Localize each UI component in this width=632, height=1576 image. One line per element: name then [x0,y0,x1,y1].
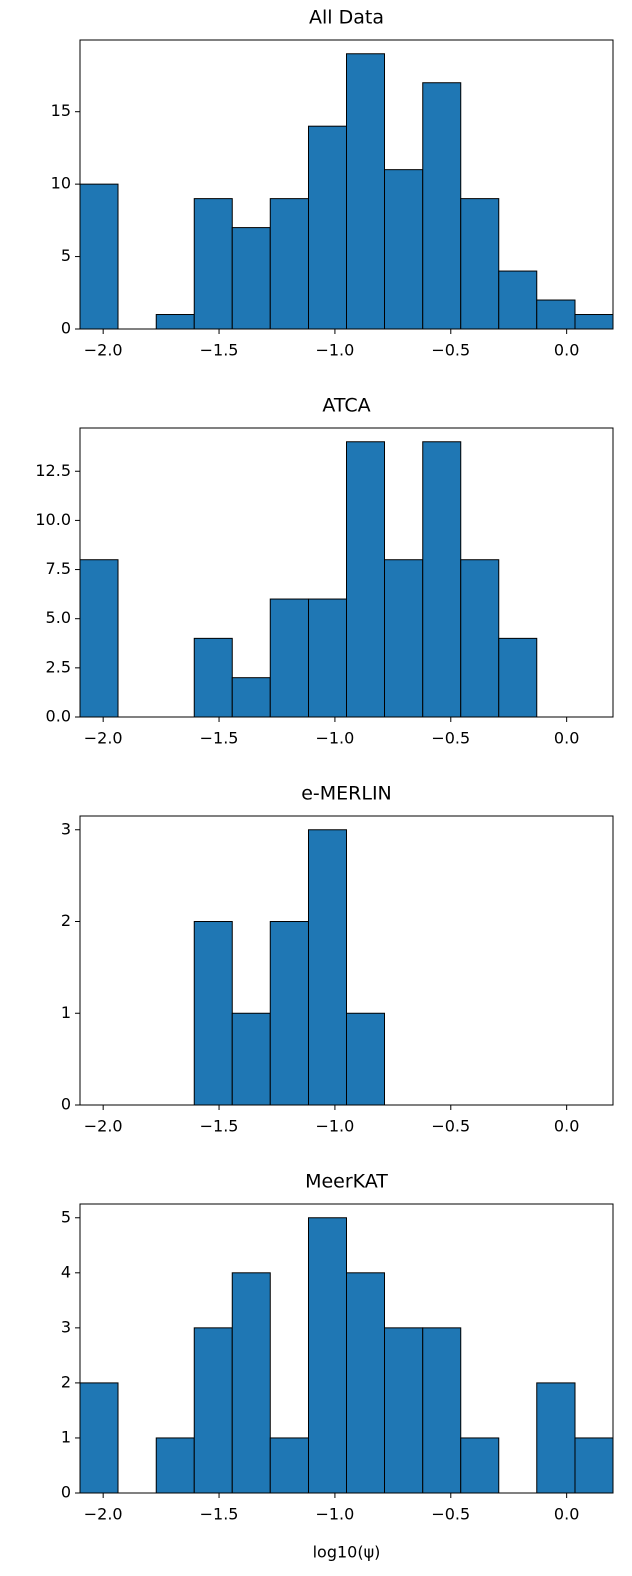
axes-frame [79,815,614,1106]
chart-title: e-MERLIN [301,783,392,805]
bar [307,1217,347,1494]
x-tick-label: 0.0 [554,341,579,360]
y-tick-label: 1 [61,1427,71,1446]
bar [269,198,309,330]
bar [193,198,233,330]
bar [231,1012,271,1106]
x-tick-label: −1.5 [200,1505,239,1524]
chart-title: All Data [309,7,384,29]
x-tick-label: −2.0 [84,1505,123,1524]
bar [269,1437,309,1494]
bar [574,1437,614,1494]
bar [536,1382,576,1494]
axes-frame [79,427,614,718]
bar [346,1272,386,1494]
bar [193,921,233,1106]
y-tick-label: 3 [61,1317,71,1336]
y-tick-label: 0 [61,1483,71,1502]
y-tick-label: 15 [51,101,71,120]
bar [460,559,500,718]
chart-title: MeerKAT [305,1171,388,1193]
bar [155,1437,195,1494]
x-tick-label: −1.5 [200,729,239,748]
y-tick-label: 10 [51,174,71,193]
y-tick-label: 2.5 [46,657,71,676]
bar [384,1327,424,1494]
bar [155,314,195,330]
bar [422,441,462,718]
y-tick-label: 0 [61,319,71,338]
bar [231,227,271,330]
x-tick-label: −0.5 [431,729,470,748]
bar [307,125,347,330]
bar [574,314,614,330]
bar [269,921,309,1106]
y-tick-label: 2 [61,1372,71,1391]
x-tick-label: −2.0 [84,1117,123,1136]
y-tick-label: 0.0 [46,707,71,726]
x-tick-label: −1.0 [315,1505,354,1524]
bar [460,198,500,330]
bar [498,637,538,718]
x-tick-label: −0.5 [431,1505,470,1524]
bar [422,82,462,330]
axes-frame [79,1203,614,1494]
y-tick-label: 1 [61,1003,71,1022]
bar [422,1327,462,1494]
x-tick-label: −2.0 [84,729,123,748]
bar [231,677,271,718]
bar [307,829,347,1106]
bar [346,1012,386,1106]
bar [79,1382,119,1494]
bar [193,1327,233,1494]
bar [384,169,424,330]
y-tick-label: 2 [61,911,71,930]
bar [498,270,538,330]
y-tick-label: 3 [61,819,71,838]
y-tick-label: 10.0 [35,510,71,529]
x-tick-label: −1.0 [315,341,354,360]
y-tick-label: 5 [61,1207,71,1226]
bar [346,53,386,330]
x-tick-label: −0.5 [431,1117,470,1136]
bar [231,1272,271,1494]
chart-title: ATCA [322,395,370,417]
x-tick-label: −2.0 [84,341,123,360]
bar [307,598,347,718]
y-tick-label: 5.0 [46,608,71,627]
x-tick-label: 0.0 [554,729,579,748]
x-tick-label: −1.0 [315,1117,354,1136]
bar [79,183,119,330]
x-tick-label: −1.5 [200,341,239,360]
y-tick-label: 4 [61,1262,71,1281]
bar [79,559,119,718]
x-tick-label: 0.0 [554,1505,579,1524]
x-axis-label: log10(ψ) [313,1543,381,1562]
x-tick-label: −0.5 [431,341,470,360]
bar [460,1437,500,1494]
bar [269,598,309,718]
bar [536,299,576,330]
y-tick-label: 0 [61,1095,71,1114]
x-tick-label: 0.0 [554,1117,579,1136]
y-tick-label: 12.5 [35,461,71,480]
y-tick-label: 7.5 [46,559,71,578]
x-tick-label: −1.0 [315,729,354,748]
x-tick-label: −1.5 [200,1117,239,1136]
bar [384,559,424,718]
y-tick-label: 5 [61,246,71,265]
bar [193,637,233,718]
bar [346,441,386,718]
